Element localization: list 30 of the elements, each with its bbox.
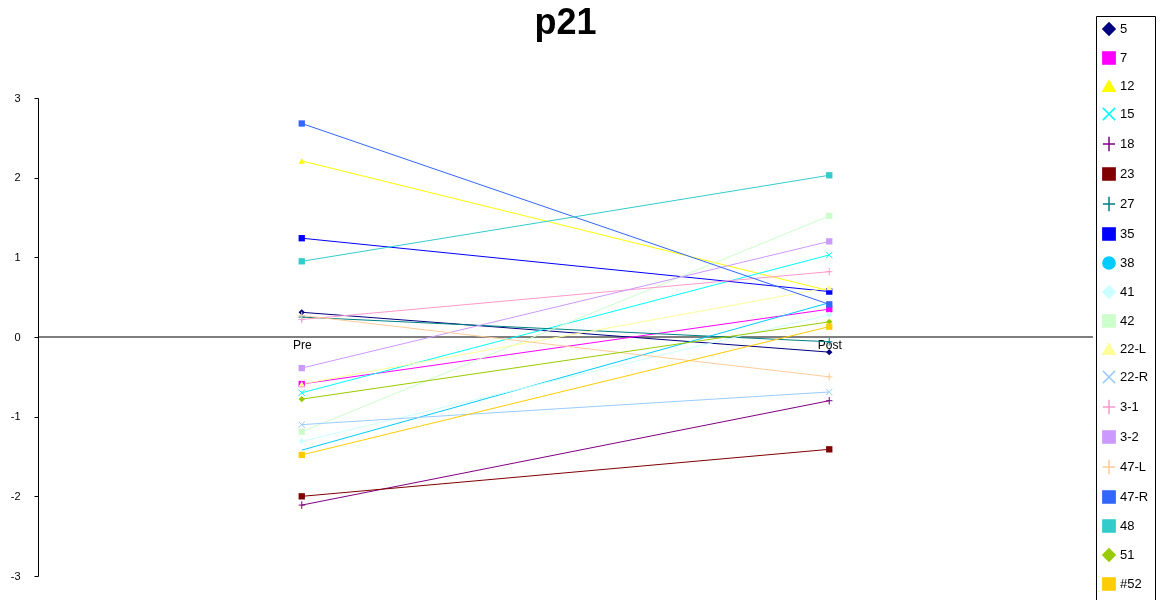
legend-label: 41	[1120, 284, 1135, 299]
y-tick-label: 0	[14, 330, 21, 343]
legend-label: 48	[1120, 518, 1135, 533]
legend-label: 27	[1120, 196, 1135, 211]
legend-label: 5	[1120, 21, 1128, 36]
legend-label: 47-R	[1120, 489, 1149, 504]
legend-label: 23	[1120, 166, 1135, 181]
legend-label: 3-2	[1120, 429, 1139, 444]
y-tick-label: -3	[10, 569, 21, 582]
legend-label: 22-L	[1120, 341, 1147, 356]
legend-label: 42	[1120, 313, 1135, 328]
x-tick-label: Post	[817, 337, 843, 352]
legend-label: 3-1	[1120, 399, 1139, 414]
y-tick-label: 3	[14, 91, 21, 104]
y-tick-label: 1	[14, 250, 21, 263]
x-tick-label: Pre	[292, 337, 312, 352]
legend-label: 22-R	[1120, 369, 1149, 384]
legend-label: 35	[1120, 226, 1135, 241]
legend-label: 51	[1120, 547, 1135, 562]
y-tick-label: -2	[10, 489, 21, 502]
legend-label: #52	[1120, 576, 1142, 591]
legend-label: 15	[1120, 106, 1135, 121]
chart-title: p21	[534, 0, 597, 42]
y-tick-label: -1	[10, 410, 21, 423]
legend-label: 12	[1120, 78, 1135, 93]
legend-label: 7	[1120, 50, 1128, 65]
legend-label: 47-L	[1120, 459, 1147, 474]
legend-label: 18	[1120, 136, 1135, 151]
y-tick-label: 2	[14, 171, 21, 184]
legend-label: 38	[1120, 255, 1135, 270]
